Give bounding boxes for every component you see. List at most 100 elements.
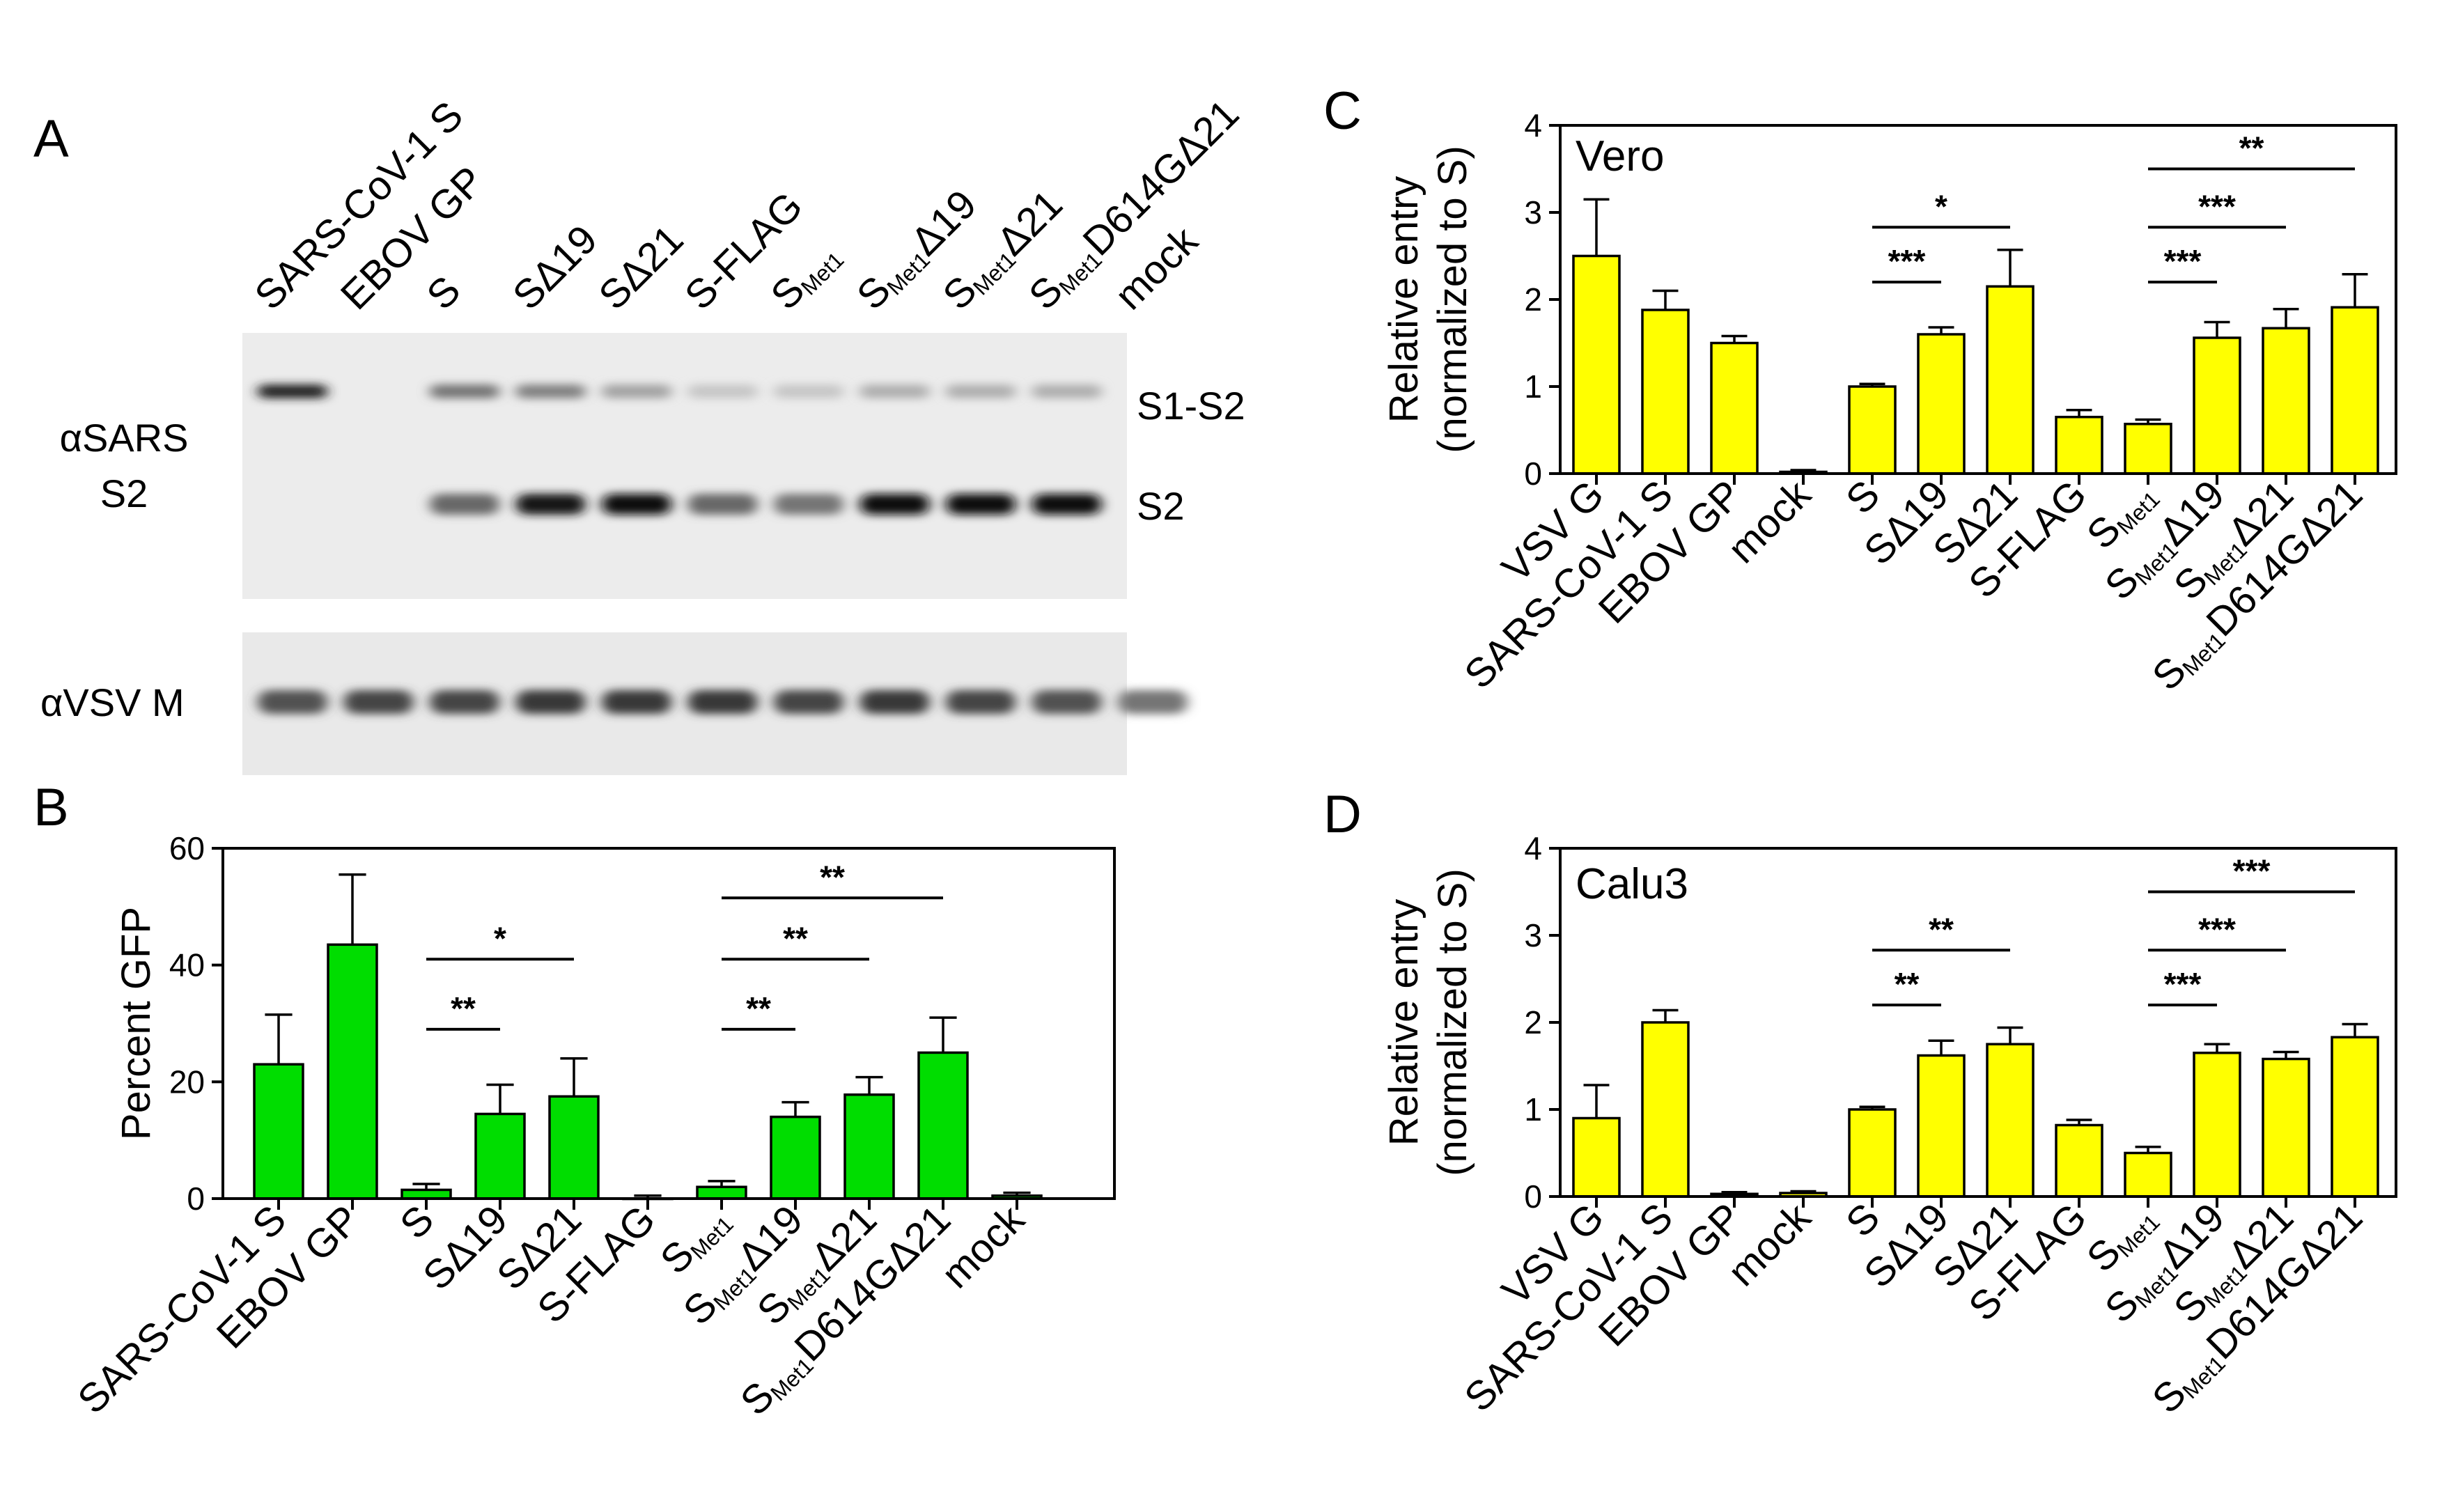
band-vsvm-s-met1d614g-21 (1032, 690, 1102, 714)
significance-label-d-3: *** (2198, 911, 2236, 947)
inset-label-d: Calu3 (1576, 860, 1688, 908)
y-tick-label-d-3: 3 (1524, 917, 1542, 953)
y-axis-label-2-d: (normalized to S) (1430, 868, 1475, 1176)
significance-label-b-3: ** (783, 920, 808, 956)
significance-label-b-1: * (494, 920, 506, 956)
band-s2-s-met1-19 (859, 494, 930, 515)
bar-d-s-met1-21 (2262, 1057, 2310, 1198)
bar-c-ebov-gp (1710, 341, 1759, 475)
bar-c-vsv-g (1572, 254, 1621, 475)
bar-b-s-met1 (696, 1185, 747, 1200)
blot-antibody-label-s2: S2 (100, 471, 148, 515)
band-s2-s-19 (515, 494, 586, 515)
band-vsvm-s-19 (515, 690, 586, 714)
band-vsvm-sars-cov-1-s (258, 690, 327, 714)
y-axis-label-c: Relative entry (1381, 176, 1426, 423)
y-tick-label-b-40: 40 (169, 947, 205, 983)
y-tick-label-b-20: 20 (169, 1063, 205, 1100)
bar-b-s-met1-19 (770, 1115, 821, 1200)
band-vsvm-s-21 (602, 690, 671, 714)
band-s1s2-s-met1 (774, 384, 843, 398)
y-tick-label-c-0: 0 (1524, 455, 1542, 492)
significance-label-c-1: * (1935, 188, 1947, 224)
bar-c-sars-cov-1-s (1641, 309, 1690, 475)
bar-b-s-met1d614g-21 (917, 1051, 969, 1200)
y-axis-label-b: Percent GFP (114, 907, 159, 1140)
bar-c-s-21 (1986, 285, 2035, 475)
bar-d-s-met1d614g-21 (2331, 1036, 2379, 1198)
y-tick-label-d-1: 1 (1524, 1091, 1542, 1128)
bar-b-s-21 (548, 1095, 600, 1200)
significance-label-c-2: *** (2164, 243, 2202, 279)
significance-label-c-0: *** (1888, 243, 1926, 279)
bar-d-s-met1 (2124, 1151, 2172, 1198)
bar-c-s-19 (1917, 333, 1966, 475)
bar-d-s-flag (2055, 1123, 2103, 1198)
panel-letter-d: D (1323, 785, 1362, 844)
blot-band-label-s1s2: S1-S2 (1137, 384, 1245, 428)
plot-frame-b (221, 847, 1116, 1200)
band-s1s2-s (430, 384, 499, 398)
band-s1s2-s-flag (687, 384, 758, 398)
bar-c-s-met1-19 (2193, 336, 2241, 475)
y-tick-label-c-1: 1 (1524, 368, 1542, 405)
y-axis-label-d: Relative entry (1381, 899, 1426, 1146)
y-tick-label-d-2: 2 (1524, 1004, 1542, 1041)
band-s2-s-met1 (774, 494, 843, 515)
bar-c-s-flag (2055, 416, 2103, 475)
y-tick-label-c-4: 4 (1524, 107, 1542, 143)
blot-antibody-label-sars: αSARS (60, 416, 189, 460)
bar-b-s-19 (474, 1112, 526, 1200)
bar-d-s-19 (1917, 1054, 1966, 1198)
significance-label-d-0: ** (1895, 966, 1920, 1002)
significance-label-b-4: ** (820, 859, 845, 895)
panel-letter-c: C (1323, 81, 1362, 141)
band-s1s2-s-met1-19 (859, 384, 930, 398)
panel-letter-a: A (33, 109, 69, 169)
bar-b-sars-cov-1-s (253, 1063, 304, 1200)
band-vsvm-s-flag (687, 690, 758, 714)
panel-letter-b: B (33, 778, 69, 837)
bar-d-s-21 (1986, 1043, 2035, 1198)
band-s2-s-flag (687, 494, 758, 515)
significance-label-c-3: *** (2198, 188, 2236, 224)
band-vsvm-s-met1-19 (859, 690, 930, 714)
bar-b-ebov-gp (327, 943, 378, 1200)
y-axis-label-2-c: (normalized to S) (1430, 146, 1475, 453)
significance-label-c-4: ** (2239, 130, 2264, 166)
blot-band-label-s2: S2 (1137, 484, 1185, 528)
y-tick-label-c-2: 2 (1524, 281, 1542, 318)
bar-c-s-met1-21 (2262, 327, 2310, 475)
significance-label-d-4: *** (2233, 853, 2271, 889)
band-vsvm-s-met1 (774, 690, 843, 714)
band-s1s2-s-met1-21 (946, 384, 1016, 398)
bar-d-s (1848, 1108, 1897, 1198)
band-s1s2-s-19 (515, 384, 586, 398)
significance-label-d-1: ** (1929, 911, 1954, 947)
band-s2-s-21 (602, 494, 671, 515)
y-tick-label-b-60: 60 (169, 830, 205, 866)
bar-d-s-met1-19 (2193, 1052, 2241, 1198)
band-vsvm-mock (1118, 690, 1188, 714)
significance-label-d-2: *** (2164, 966, 2202, 1002)
band-s1s2-s-21 (602, 384, 671, 398)
blot-bands (258, 384, 1188, 714)
bar-d-sars-cov-1-s (1641, 1021, 1690, 1198)
band-vsvm-ebov-gp (343, 690, 414, 714)
bar-d-vsv-g (1572, 1116, 1621, 1198)
blot-s2-membrane (242, 333, 1127, 599)
bar-c-s (1848, 385, 1897, 475)
bar-b-s-met1-21 (843, 1093, 895, 1200)
band-s2-s-met1-21 (946, 494, 1016, 515)
y-tick-label-d-0: 0 (1524, 1178, 1542, 1215)
bar-c-s-met1 (2124, 423, 2172, 475)
bar-c-s-met1d614g-21 (2331, 306, 2379, 475)
band-vsvm-s-met1-21 (946, 690, 1016, 714)
y-tick-label-c-3: 3 (1524, 194, 1542, 231)
y-tick-label-b-0: 0 (187, 1180, 205, 1217)
band-s2-s-met1d614g-21 (1032, 494, 1102, 515)
significance-label-b-0: ** (451, 990, 476, 1027)
